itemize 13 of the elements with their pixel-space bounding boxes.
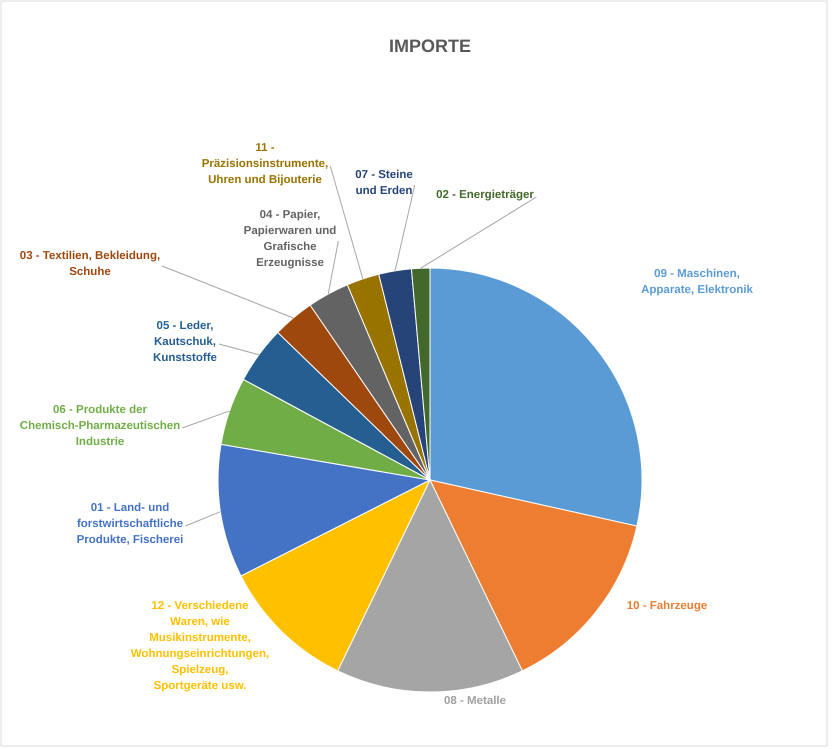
chart-title: IMPORTE [388, 36, 472, 56]
slice-label: 11 - Präzisionsinstrumente, Uhren und Bijouterie [202, 142, 328, 186]
slice-label: 03 - Textilien, Bekleidung, Schuhe [20, 250, 160, 278]
slice-label: 07 - Steine und Erden [355, 169, 413, 197]
slice-label: 06 - Produkte der Chemisch-Pharmazeutischen Industrie [20, 404, 180, 448]
slice-label: 05 - Leder, Kautschuk, Kunststoffe [153, 320, 217, 364]
slice-label: 09 - Maschinen, Apparate, Elektronik [641, 268, 754, 296]
slice-label: 12 - Verschiedene Waren, wie Musikinstrumente, Wohnungseinrichtungen, Spielzeug, Sportgeräte usw. [130, 600, 270, 692]
slice-label: 04 - Papier, Papierwaren und Grafische Erzeugnisse [244, 209, 336, 269]
slice-label: 02 - Energieträger [436, 189, 534, 201]
slice-label: 10 - Fahrzeuge [626, 600, 708, 612]
slice-label: 01 - Land- und forstwirtschaftliche Produkte, Fischerei [76, 502, 184, 546]
slice-label: 08 - Metalle [444, 695, 506, 707]
